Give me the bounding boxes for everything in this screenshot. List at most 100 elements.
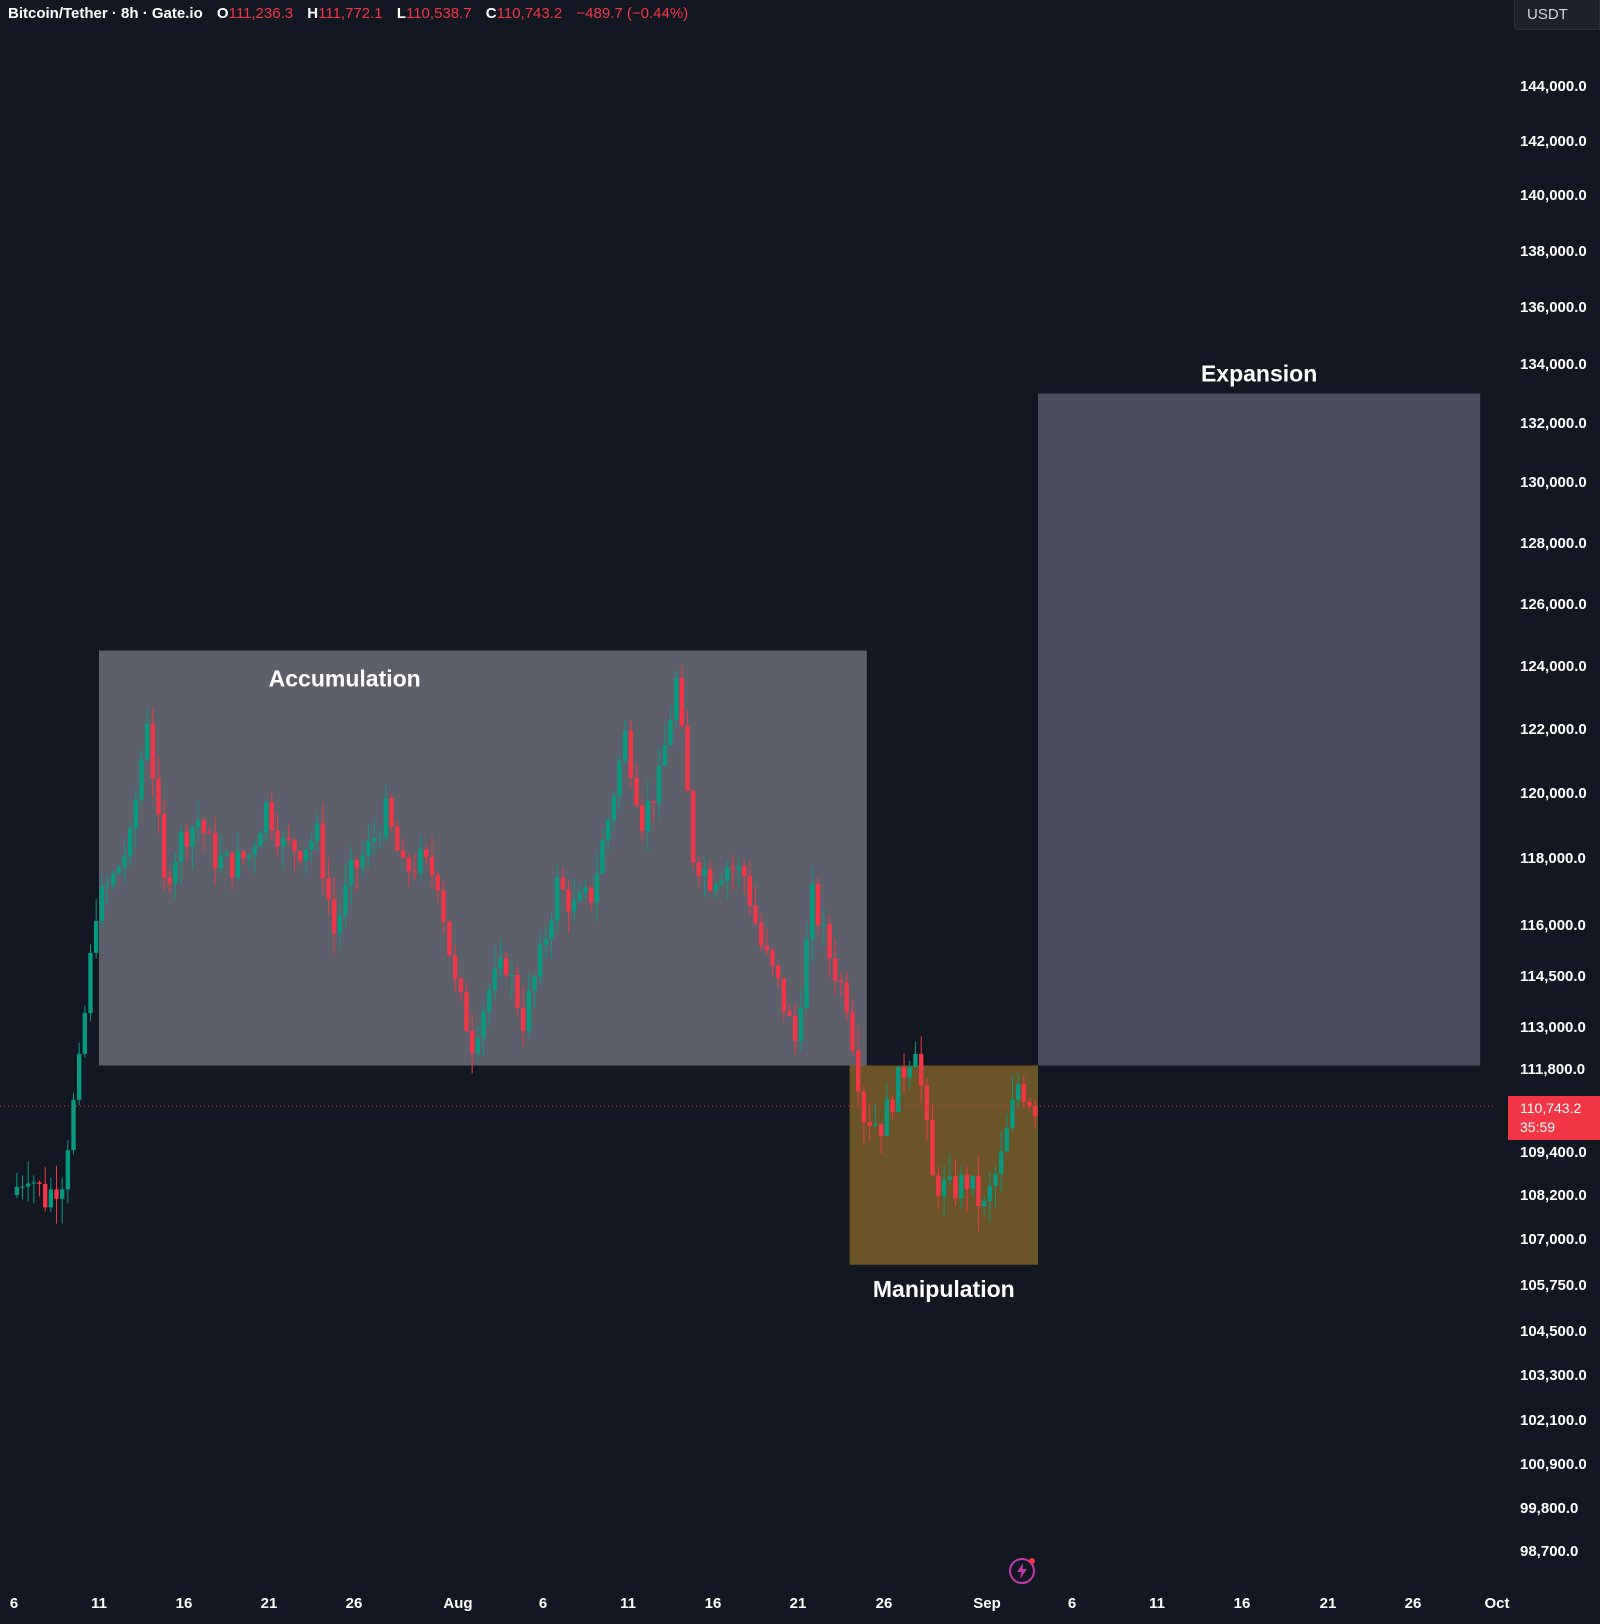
candle-body	[406, 857, 412, 872]
x-tick-label: 21	[790, 1595, 807, 1612]
candle-body	[645, 801, 651, 832]
candle-body	[775, 965, 781, 979]
y-tick-label: 144,000.0	[1520, 78, 1587, 95]
candle-body	[139, 759, 144, 800]
candle-body	[1004, 1127, 1010, 1152]
y-tick-label: 113,000.0	[1520, 1019, 1586, 1036]
candle-body	[93, 920, 99, 953]
y-tick-label: 98,700.0	[1520, 1543, 1578, 1560]
candle-body	[224, 852, 229, 856]
candle-body	[770, 950, 775, 966]
y-tick-label: 102,100.0	[1520, 1412, 1587, 1429]
candle-body	[314, 823, 320, 842]
candle-body	[867, 1122, 872, 1126]
candle-body	[532, 976, 537, 991]
candle-body	[526, 990, 532, 1031]
candle-body	[736, 866, 741, 870]
candle-body	[833, 958, 838, 981]
candle-body	[947, 1176, 953, 1180]
candle-body	[435, 875, 440, 891]
y-tick-label: 107,000.0	[1520, 1231, 1587, 1248]
change-value: −489.7 (−0.44%)	[576, 5, 689, 22]
candle-body	[673, 678, 679, 720]
candle-body	[184, 831, 190, 847]
x-tick-label: Sep	[973, 1595, 1001, 1612]
candle-body	[280, 838, 286, 847]
y-tick-label: 138,000.0	[1520, 243, 1587, 260]
candle-body	[600, 840, 605, 874]
high-value: 111,772.1	[318, 5, 383, 22]
candle-body	[993, 1173, 998, 1187]
candle-body	[475, 1038, 481, 1053]
candle-body	[998, 1151, 1004, 1174]
y-tick-label: 126,000.0	[1520, 596, 1587, 613]
candle-body	[679, 678, 685, 726]
candle-body	[730, 867, 736, 870]
candle-body	[639, 805, 645, 832]
x-tick-label: 26	[346, 1595, 363, 1612]
y-tick-label: 103,300.0	[1520, 1367, 1587, 1384]
candle-body	[127, 828, 133, 857]
candle-body	[366, 840, 371, 856]
candle-body	[150, 723, 156, 779]
y-tick-label: 114,500.0	[1520, 968, 1586, 985]
candle-body	[481, 1011, 486, 1039]
candle-body	[88, 952, 93, 1014]
y-tick-label: 109,400.0	[1520, 1144, 1587, 1161]
y-tick-label: 136,000.0	[1520, 299, 1587, 316]
candle-body	[441, 890, 446, 922]
x-tick-label: 21	[1320, 1595, 1337, 1612]
candle-body	[105, 885, 110, 887]
candle-body	[913, 1053, 918, 1067]
candle-body	[515, 974, 520, 1008]
candle-body	[286, 838, 292, 840]
close-label: C	[485, 5, 497, 22]
candle-body	[156, 778, 161, 814]
x-tick-label: 26	[1405, 1595, 1422, 1612]
candle-body	[549, 920, 554, 940]
candle-body	[884, 1099, 890, 1136]
candle-body	[42, 1183, 48, 1208]
candle-body	[696, 862, 702, 876]
candle-body	[195, 820, 201, 828]
candle-body	[110, 873, 116, 886]
candle-body	[360, 855, 365, 868]
symbol-header: Bitcoin/Tether · 8h · Gate.io O111,236.3…	[8, 3, 688, 25]
candle-body	[566, 889, 571, 912]
candle-body	[48, 1189, 54, 1208]
candle-body	[959, 1174, 964, 1199]
candle-body	[212, 833, 218, 869]
candle-body	[622, 730, 628, 762]
candle-body	[486, 989, 492, 1012]
symbol-title[interactable]: Bitcoin/Tether · 8h · Gate.io	[8, 5, 203, 22]
manipulation-label: Manipulation	[873, 1276, 1015, 1302]
candle-body	[458, 978, 464, 993]
x-tick-label: 16	[705, 1595, 722, 1612]
candle-body	[747, 875, 753, 906]
candle-body	[792, 1015, 798, 1042]
candle-body	[37, 1182, 42, 1184]
flash-icon[interactable]	[1007, 1556, 1037, 1586]
y-tick-label: 100,900.0	[1520, 1456, 1587, 1473]
candle-body	[303, 849, 309, 861]
candle-body	[82, 1013, 88, 1054]
candle-body	[331, 899, 337, 934]
expansion-zone[interactable]	[1038, 393, 1481, 1066]
candle-body	[702, 869, 707, 876]
currency-button[interactable]: USDT	[1514, 0, 1600, 30]
candle-body	[343, 885, 348, 916]
candle-body	[941, 1179, 947, 1197]
x-tick-label: 11	[1149, 1595, 1165, 1612]
y-tick-label: 140,000.0	[1520, 187, 1587, 204]
expansion-label: Expansion	[1201, 361, 1317, 387]
candle-body	[560, 877, 566, 890]
candle-body	[337, 915, 343, 934]
candle-body	[707, 869, 713, 891]
candle-body	[588, 887, 594, 903]
x-tick-label: 6	[10, 1595, 18, 1612]
x-tick-label: 16	[176, 1595, 193, 1612]
candle-body	[54, 1189, 59, 1199]
candle-body	[241, 851, 246, 859]
